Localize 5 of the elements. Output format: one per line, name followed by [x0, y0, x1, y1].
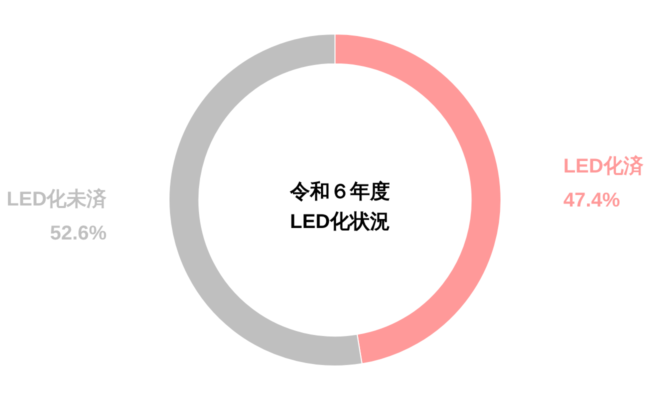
data-label: 47.4%: [563, 189, 620, 212]
text: 令和６年度 LED化状況: [289, 180, 390, 233]
data-label: 52.6%: [50, 222, 107, 245]
slice-label: LED化済: [563, 154, 644, 178]
slice-label: LED化未済: [6, 188, 108, 211]
